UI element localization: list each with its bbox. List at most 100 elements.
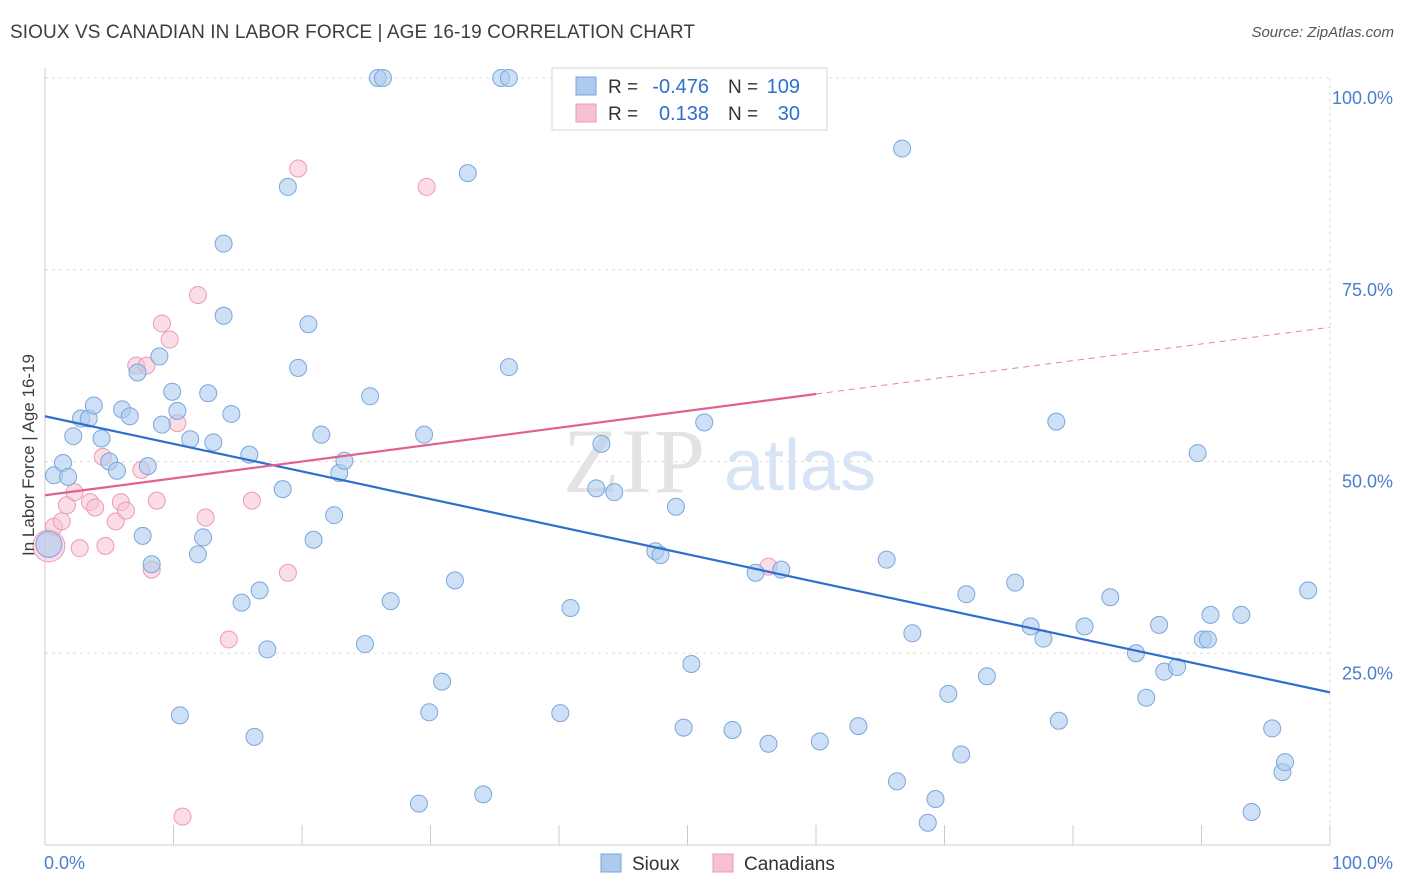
sioux-point (592, 434, 611, 453)
sioux-point (163, 382, 182, 401)
sioux-point (499, 358, 518, 377)
sioux-point (651, 546, 670, 565)
sioux-point (152, 415, 171, 434)
sioux-point (1006, 573, 1025, 592)
sioux-point (1150, 615, 1169, 634)
sioux-point (1047, 412, 1066, 431)
sioux-point (299, 315, 318, 334)
y-tick-label: 75.0% (1342, 280, 1393, 300)
sioux-point (168, 401, 187, 420)
legend-n-label-canadians: N = (728, 104, 758, 125)
bottom-legend-swatch-canadians (712, 853, 734, 873)
sioux-point (952, 745, 971, 764)
sioux-point (957, 585, 976, 604)
sioux-point (810, 732, 829, 751)
sioux-point (381, 592, 400, 611)
canadians-trend-extension (815, 326, 1331, 395)
sioux-point (433, 672, 452, 691)
sioux-point (682, 654, 701, 673)
sioux-point (199, 384, 218, 403)
sioux-point (903, 624, 922, 643)
sioux-point (551, 704, 570, 723)
y-tick-label: 100.0% (1332, 88, 1393, 108)
sioux-point (409, 794, 428, 813)
sioux-point (214, 234, 233, 253)
canadians-point (289, 159, 308, 178)
y-axis-label: In Labor Force | Age 16-19 (19, 354, 38, 556)
sioux-point (150, 347, 169, 366)
sioux-point (1232, 605, 1251, 624)
x-tick-label: 100.0% (1332, 853, 1393, 873)
sioux-point (361, 387, 380, 406)
sioux-point (877, 550, 896, 569)
sioux-point (278, 177, 297, 196)
sioux-point (188, 545, 207, 564)
sioux-point (587, 479, 606, 498)
sioux-point (893, 139, 912, 158)
sioux-point (133, 526, 152, 545)
chart-title: SIOUX VS CANADIAN IN LABOR FORCE | AGE 1… (10, 22, 696, 43)
sioux-point (355, 635, 374, 654)
trend-layer (44, 326, 1331, 694)
sioux-point (887, 772, 906, 791)
sioux-point (1201, 605, 1220, 624)
legend-r-value-canadians: 0.138 (659, 103, 709, 125)
sioux-point (84, 396, 103, 415)
canadians-point (196, 508, 215, 527)
chart-source: Source: ZipAtlas.com (1251, 24, 1394, 41)
sioux-point (420, 703, 439, 722)
sioux-point (258, 640, 277, 659)
sioux-point (759, 734, 778, 753)
canadians-point (116, 501, 135, 520)
canadians-point (147, 491, 166, 510)
legend-r-value-sioux: -0.476 (652, 76, 709, 98)
bottom-legend-swatch-sioux (600, 853, 622, 873)
sioux-point (214, 306, 233, 325)
sioux-point (273, 480, 292, 499)
sioux-point (561, 598, 580, 617)
legend-r-label-canadians: R = (608, 104, 638, 125)
sioux-point (1242, 803, 1261, 822)
canadians-point (70, 539, 89, 558)
sioux-point (695, 413, 714, 432)
axes: 25.0% 50.0% 75.0% 100.0% 0.0% 100.0% (44, 68, 1393, 873)
bottom-legend: Sioux Canadians (600, 853, 835, 875)
sioux-point (232, 593, 251, 612)
bottom-legend-label-sioux: Sioux (632, 854, 680, 875)
sioux-point (245, 727, 264, 746)
sioux-point (499, 69, 518, 87)
sioux-point (445, 571, 464, 590)
sioux-point (1198, 630, 1217, 649)
canadians-point (152, 314, 171, 333)
legend-n-value-canadians: 30 (778, 103, 800, 125)
canadians-point (160, 330, 179, 349)
canadians-point (52, 512, 71, 531)
canadians-point (417, 177, 436, 196)
sioux-point (918, 813, 937, 832)
sioux-point (849, 717, 868, 736)
sioux-point (1299, 581, 1318, 600)
sioux-point (312, 425, 331, 444)
sioux-point (142, 555, 161, 574)
sioux-point (926, 789, 945, 808)
canadians-point (278, 563, 297, 582)
sioux-point (723, 720, 742, 739)
watermark-atlas: atlas (724, 426, 876, 506)
sioux-point (605, 483, 624, 502)
sioux-point (204, 433, 223, 452)
sioux-point (977, 667, 996, 686)
sioux-point (289, 358, 308, 377)
y-tick-label: 50.0% (1342, 472, 1393, 492)
sioux-point (1188, 444, 1207, 463)
sioux-point (666, 497, 685, 516)
bottom-legend-label-canadians: Canadians (744, 854, 835, 875)
sioux-point (1049, 711, 1068, 730)
legend-r-label-sioux: R = (608, 77, 638, 98)
sioux-point (92, 429, 111, 448)
sioux-point (64, 427, 83, 446)
legend-n-value-sioux: 109 (767, 76, 800, 98)
canadians-trend-line (44, 392, 817, 497)
sioux-point (674, 718, 693, 737)
sioux-point (1276, 753, 1295, 772)
sioux-point (415, 425, 434, 444)
